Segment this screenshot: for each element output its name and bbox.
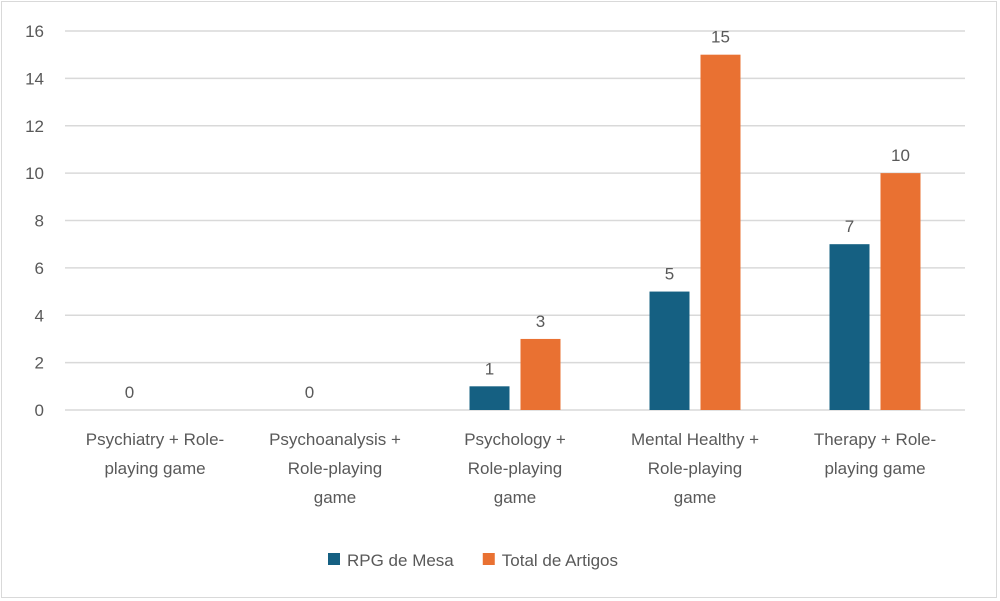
data-label: 5 xyxy=(665,265,674,284)
x-tick-label: Role-playing xyxy=(468,459,563,478)
data-label: 3 xyxy=(536,312,545,331)
y-tick-label: 0 xyxy=(35,401,44,420)
x-tick-label: game xyxy=(314,488,357,507)
y-tick-label: 16 xyxy=(25,22,44,41)
x-tick-label: Psychiatry + Role- xyxy=(86,430,224,449)
data-label: 10 xyxy=(891,146,910,165)
x-tick-label: Therapy + Role- xyxy=(814,430,936,449)
y-tick-label: 14 xyxy=(25,69,44,88)
data-label: 15 xyxy=(711,28,730,47)
legend-swatch xyxy=(482,553,495,565)
legend-label: RPG de Mesa xyxy=(347,551,454,570)
x-tick-label: playing game xyxy=(824,459,925,478)
bar-rpg-de-mesa xyxy=(829,244,870,410)
x-tick-label: Role-playing xyxy=(288,459,383,478)
y-tick-label: 12 xyxy=(25,117,44,136)
y-tick-label: 10 xyxy=(25,164,44,183)
legend-label: Total de Artigos xyxy=(502,551,618,570)
x-tick-label: Role-playing xyxy=(648,459,743,478)
y-tick-label: 4 xyxy=(35,306,44,325)
x-tick-label: Mental Healthy + xyxy=(631,430,759,449)
data-label: 0 xyxy=(305,383,314,402)
x-tick-label: playing game xyxy=(104,459,205,478)
data-label: 0 xyxy=(125,383,134,402)
bar-total-de-artigos xyxy=(880,173,921,410)
x-tick-label: game xyxy=(674,488,717,507)
bar-total-de-artigos xyxy=(700,54,741,410)
bar-rpg-de-mesa xyxy=(469,386,510,410)
data-label: 7 xyxy=(845,217,854,236)
bar-total-de-artigos xyxy=(520,338,561,410)
y-tick-label: 2 xyxy=(35,354,44,373)
x-tick-label: game xyxy=(494,488,537,507)
x-tick-label: Psychology + xyxy=(464,430,566,449)
bar-rpg-de-mesa xyxy=(649,291,690,410)
legend-swatch xyxy=(328,553,340,565)
x-tick-label: Psychoanalysis + xyxy=(269,430,401,449)
y-tick-label: 6 xyxy=(35,259,44,278)
data-label: 1 xyxy=(485,359,494,378)
y-tick-label: 8 xyxy=(35,212,44,231)
